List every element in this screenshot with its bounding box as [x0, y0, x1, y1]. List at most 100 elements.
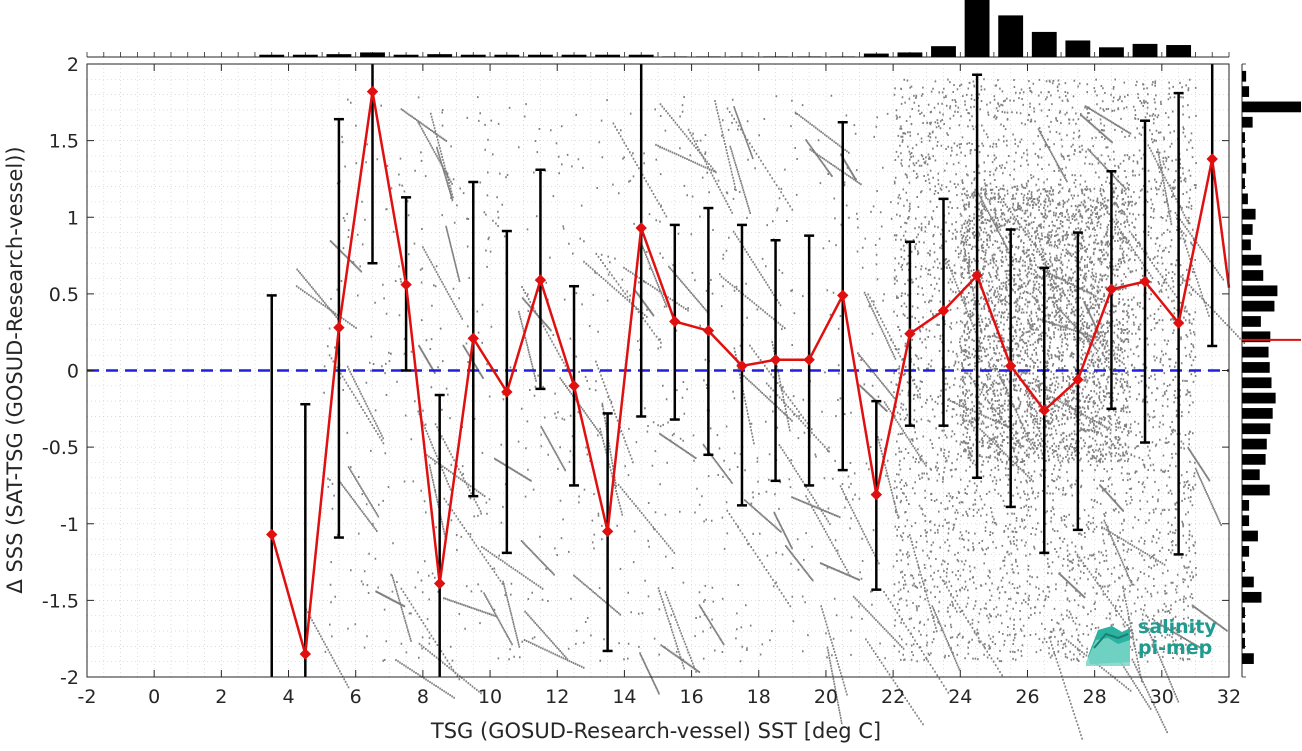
logo-waves-icon — [1086, 626, 1130, 666]
x-tick-label: 2 — [215, 686, 227, 708]
right-hist-bar — [1242, 193, 1248, 205]
right-hist-bar — [1242, 346, 1269, 358]
right-hist-bar — [1242, 132, 1245, 143]
right-hist-bar — [1242, 147, 1245, 159]
right-hist-bar — [1242, 239, 1251, 251]
right-hist-bar — [1242, 607, 1245, 618]
right-hist-bar — [1242, 530, 1258, 542]
top-hist-bar — [1166, 45, 1192, 57]
mean-marker — [1172, 317, 1185, 329]
right-hist-bar — [1242, 653, 1254, 664]
mean-marker — [1072, 373, 1084, 386]
top-hist-bar — [931, 46, 956, 57]
x-tick-label: 32 — [1217, 686, 1241, 708]
x-tick-label: 6 — [350, 686, 362, 708]
top-hist-bar — [729, 56, 755, 57]
top-hist-bar — [897, 52, 923, 57]
x-tick-label: 16 — [679, 686, 703, 708]
right-hist-bar — [1242, 285, 1278, 297]
x-tick-label: 8 — [417, 686, 429, 708]
top-hist-bar — [628, 54, 654, 57]
mean-line-path — [270, 91, 1231, 655]
mean-marker — [736, 360, 748, 372]
y-tick-label: 2 — [67, 54, 79, 76]
mean-marker — [971, 269, 983, 282]
y-tick-label: 0 — [67, 361, 79, 383]
top-hist-bar — [561, 54, 587, 57]
right-hist-bar — [1242, 561, 1245, 573]
y-tick-label: 1 — [67, 207, 79, 229]
mean-marker — [467, 332, 479, 345]
mean-marker — [568, 380, 580, 392]
right-hist-bar — [1242, 300, 1275, 312]
mean-marker — [333, 321, 345, 334]
scatter-cloud — [295, 78, 1246, 740]
right-hist-bar — [1242, 545, 1250, 557]
x-tick-label: 10 — [478, 686, 502, 708]
right-hist-bar — [1242, 423, 1271, 435]
right-hist-bar — [1242, 591, 1262, 603]
mean-marker — [601, 525, 614, 538]
mean-marker — [702, 324, 715, 337]
right-histogram — [1241, 63, 1301, 678]
top-hist-bar — [830, 56, 856, 57]
top-hist-bar — [662, 56, 688, 57]
right-hist-bar — [1242, 499, 1250, 511]
top-hist-bar — [964, 0, 990, 57]
y-tick-label: 0.5 — [49, 284, 79, 306]
mean-markers — [266, 85, 1218, 660]
x-tick-label: 24 — [948, 686, 972, 708]
mean-marker — [1206, 153, 1218, 165]
y-tick-label: -1.5 — [42, 590, 79, 612]
mean-marker — [635, 222, 647, 234]
right-hist-bar — [1242, 576, 1254, 588]
logo-line1: salinity — [1138, 616, 1217, 638]
x-tick-label: 4 — [282, 686, 294, 708]
top-hist-bar — [460, 54, 486, 57]
x-tick-label: 0 — [148, 686, 160, 708]
right-hist-bar — [1242, 362, 1270, 373]
mean-marker — [534, 274, 547, 286]
y-tick-label: 1.5 — [49, 131, 79, 153]
top-hist-bar — [1132, 43, 1158, 57]
x-tick-label: -2 — [78, 686, 97, 708]
right-hist-bar — [1242, 70, 1247, 82]
right-hist-bar — [1242, 469, 1260, 481]
mean-marker — [904, 328, 916, 340]
right-hist-bar — [1242, 392, 1276, 404]
mean-marker — [1038, 404, 1050, 417]
top-hist-bar — [292, 54, 318, 57]
mean-marker — [803, 354, 815, 366]
top-hist-bar — [427, 54, 453, 57]
logo-line2: pi-mep — [1138, 637, 1213, 659]
mean-line — [270, 91, 1231, 655]
right-hist-bar — [1242, 101, 1301, 113]
mean-marker — [266, 528, 278, 541]
mean-marker — [501, 386, 513, 398]
right-hist-bar — [1242, 454, 1266, 465]
top-hist-bar — [1031, 31, 1057, 57]
x-tick-label: 28 — [1083, 686, 1107, 708]
top-histogram — [86, 0, 1230, 58]
top-hist-bar — [998, 15, 1024, 58]
top-hist-bar — [326, 54, 352, 57]
top-hist-bar — [494, 54, 520, 57]
y-tick-label: -1 — [60, 514, 79, 536]
top-hist-bar — [1065, 40, 1091, 57]
right-hist-bar — [1242, 316, 1261, 327]
top-hist-bar — [863, 53, 889, 57]
top-hist-bar — [393, 54, 419, 57]
mean-marker — [870, 488, 883, 501]
right-hist-bar — [1242, 515, 1250, 527]
right-hist-bar — [1242, 224, 1253, 235]
mean-marker — [1139, 275, 1151, 288]
top-hist-bar — [528, 54, 553, 57]
right-hist-bar — [1242, 637, 1245, 649]
mean-marker — [1105, 283, 1118, 295]
right-hist-bar — [1242, 208, 1256, 220]
right-hist-bar — [1242, 254, 1262, 266]
y-tick-label: -0.5 — [42, 437, 79, 459]
scatter-points — [295, 78, 1246, 740]
